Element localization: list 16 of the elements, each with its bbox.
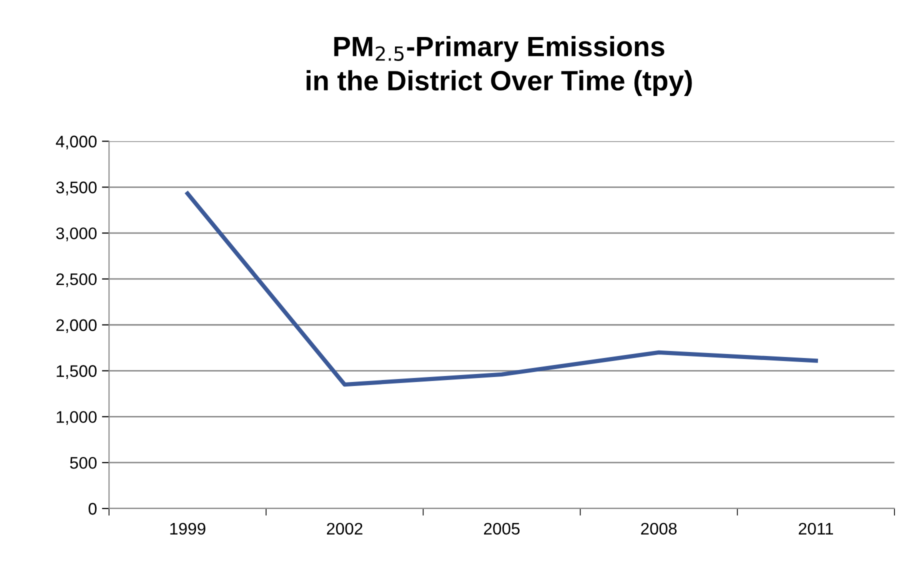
x-tick-label: 2008: [641, 522, 677, 535]
y-tick-label: 1,000: [56, 411, 97, 425]
line-series: [185, 192, 818, 387]
y-tick-label: 3,500: [56, 182, 97, 196]
x-tick-label: 2011: [798, 522, 834, 535]
x-tick-label: 2005: [484, 522, 520, 535]
chart-title: PM$_{2.5}$-Primary Emissions in the District Over Time (tpy): [306, 36, 692, 96]
x-tick-label: 1999: [170, 522, 206, 535]
y-tick-label: 4,000: [56, 136, 97, 150]
y-tick-label: 1,500: [56, 365, 97, 379]
y-tick-label: 2,500: [56, 273, 97, 288]
y-tick-label: 3,000: [56, 227, 97, 242]
x-tick-label: 2002: [326, 522, 362, 535]
y-tick-label: 2,000: [56, 319, 97, 334]
y-tick-label: 500: [70, 456, 97, 469]
y-tick-label: 0: [88, 502, 97, 515]
